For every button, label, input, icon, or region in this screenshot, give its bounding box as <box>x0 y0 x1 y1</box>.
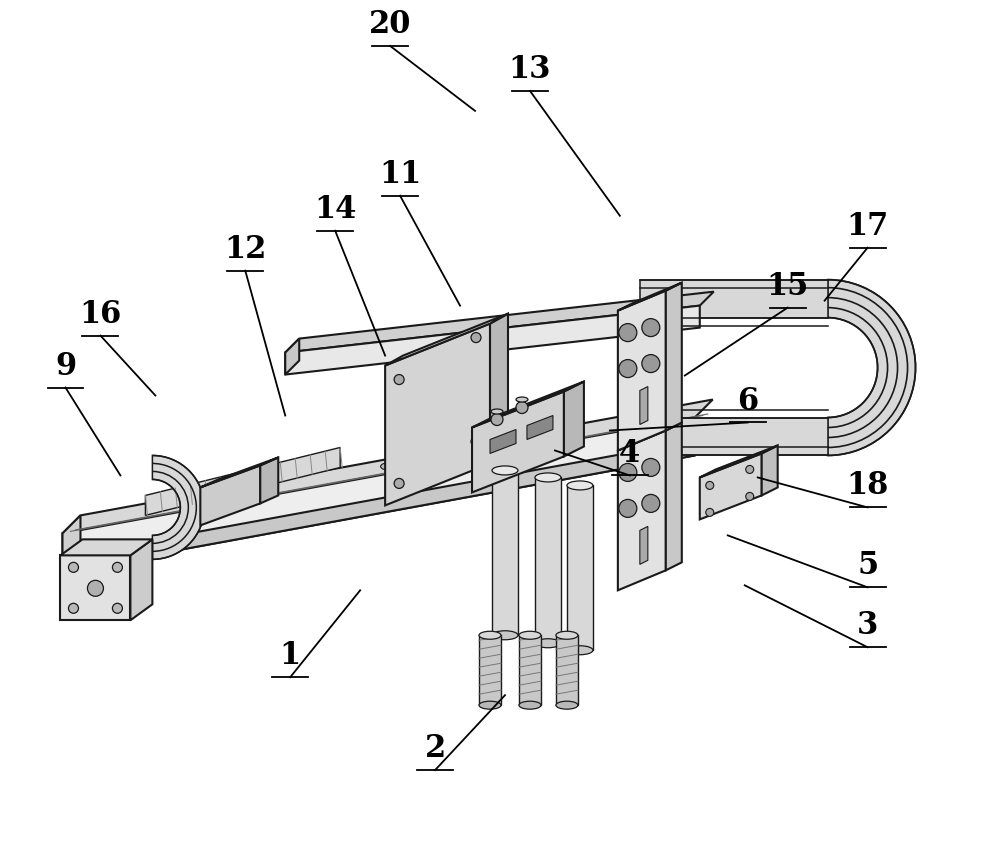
Text: 13: 13 <box>509 54 551 85</box>
Polygon shape <box>130 540 152 620</box>
Polygon shape <box>260 458 278 503</box>
Polygon shape <box>700 453 762 519</box>
Circle shape <box>706 509 714 516</box>
Polygon shape <box>618 283 682 311</box>
Polygon shape <box>556 635 578 705</box>
Polygon shape <box>618 291 666 451</box>
Polygon shape <box>640 279 828 317</box>
Polygon shape <box>564 381 584 457</box>
Text: 16: 16 <box>79 298 122 330</box>
Text: 9: 9 <box>55 350 76 381</box>
Polygon shape <box>62 418 695 571</box>
Text: 5: 5 <box>857 550 878 581</box>
Polygon shape <box>60 555 130 620</box>
Ellipse shape <box>567 646 593 655</box>
Polygon shape <box>472 381 584 427</box>
Circle shape <box>394 478 404 489</box>
Circle shape <box>642 355 660 373</box>
Text: 2: 2 <box>424 734 446 764</box>
Polygon shape <box>666 283 682 431</box>
Circle shape <box>706 482 714 490</box>
Polygon shape <box>762 445 778 496</box>
Circle shape <box>642 458 660 477</box>
Text: 11: 11 <box>379 159 421 189</box>
Polygon shape <box>285 292 714 353</box>
Ellipse shape <box>519 631 541 639</box>
Text: 14: 14 <box>314 194 356 225</box>
Polygon shape <box>666 422 682 570</box>
Polygon shape <box>640 527 648 564</box>
Text: 12: 12 <box>224 234 266 265</box>
Polygon shape <box>200 465 260 525</box>
Circle shape <box>642 318 660 336</box>
Polygon shape <box>567 485 593 650</box>
Circle shape <box>112 562 122 573</box>
Ellipse shape <box>535 473 561 482</box>
Ellipse shape <box>567 481 593 490</box>
Text: 17: 17 <box>846 211 889 241</box>
Text: 20: 20 <box>369 9 411 40</box>
Polygon shape <box>828 279 915 456</box>
Circle shape <box>619 324 637 342</box>
Circle shape <box>619 499 637 517</box>
Polygon shape <box>490 430 516 453</box>
Polygon shape <box>60 540 152 555</box>
Ellipse shape <box>535 638 561 648</box>
Circle shape <box>471 437 481 446</box>
Polygon shape <box>640 418 828 456</box>
Polygon shape <box>385 314 508 366</box>
Polygon shape <box>640 387 648 425</box>
Ellipse shape <box>381 463 395 470</box>
Ellipse shape <box>492 466 518 475</box>
Polygon shape <box>479 635 501 705</box>
Polygon shape <box>535 477 561 644</box>
Polygon shape <box>145 447 340 516</box>
Polygon shape <box>385 324 490 505</box>
Text: 4: 4 <box>619 439 640 470</box>
Circle shape <box>642 495 660 512</box>
Circle shape <box>619 464 637 482</box>
Polygon shape <box>62 438 713 571</box>
Text: 3: 3 <box>857 610 878 641</box>
Circle shape <box>112 603 122 613</box>
Polygon shape <box>152 456 204 560</box>
Polygon shape <box>472 392 564 492</box>
Circle shape <box>746 465 754 473</box>
Polygon shape <box>700 445 778 477</box>
Ellipse shape <box>519 702 541 709</box>
Circle shape <box>516 401 528 413</box>
Circle shape <box>394 375 404 385</box>
Ellipse shape <box>556 702 578 709</box>
Polygon shape <box>492 471 518 635</box>
Text: 18: 18 <box>846 471 889 502</box>
Circle shape <box>746 492 754 501</box>
Ellipse shape <box>492 631 518 640</box>
Ellipse shape <box>491 409 503 414</box>
Circle shape <box>471 333 481 343</box>
Circle shape <box>491 413 503 426</box>
Polygon shape <box>527 415 553 439</box>
Polygon shape <box>618 431 666 590</box>
Circle shape <box>68 562 78 573</box>
Ellipse shape <box>479 702 501 709</box>
Polygon shape <box>519 635 541 705</box>
Polygon shape <box>62 400 713 534</box>
Ellipse shape <box>516 397 528 402</box>
Polygon shape <box>285 338 299 375</box>
Polygon shape <box>62 516 80 571</box>
Polygon shape <box>200 458 278 487</box>
Polygon shape <box>490 314 508 464</box>
Circle shape <box>68 603 78 613</box>
Polygon shape <box>285 305 700 375</box>
Ellipse shape <box>556 631 578 639</box>
Ellipse shape <box>507 439 521 446</box>
Circle shape <box>87 580 103 596</box>
Text: 6: 6 <box>737 386 758 417</box>
Polygon shape <box>618 422 682 451</box>
Text: 1: 1 <box>280 640 301 671</box>
Text: 15: 15 <box>767 271 809 302</box>
Ellipse shape <box>254 486 268 493</box>
Circle shape <box>619 360 637 377</box>
Ellipse shape <box>479 631 501 639</box>
